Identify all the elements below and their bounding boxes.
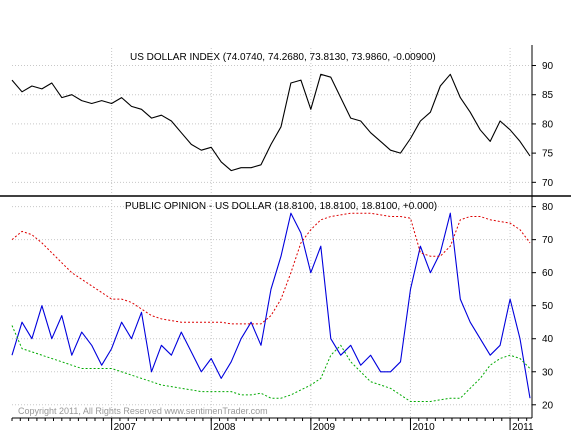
dollar-index-panel: US DOLLAR INDEX (74.0740, 74.2680, 73.81… bbox=[11, 48, 554, 194]
dollar-index-y-axis: 70 75 80 85 90 bbox=[532, 61, 554, 189]
public-opinion-y-tick-label: 80 bbox=[542, 202, 554, 213]
public-opinion-series-layer bbox=[11, 212, 531, 402]
dollar-index-title: US DOLLAR INDEX (74.0740, 74.2680, 73.81… bbox=[130, 52, 436, 63]
dollar-index-gridlines bbox=[12, 48, 532, 194]
public-opinion-panel: PUBLIC OPINION - US DOLLAR (18.8100, 18.… bbox=[11, 200, 554, 418]
dollar-index-y-tick-label: 70 bbox=[542, 178, 554, 189]
x-axis-year-label: 2007 bbox=[114, 422, 137, 433]
x-axis-year-label: 2008 bbox=[213, 422, 236, 433]
dollar-index-y-tick-label: 75 bbox=[542, 149, 554, 160]
dollar-index-series-layer bbox=[11, 73, 531, 172]
dollar-index-y-tick-label: 80 bbox=[542, 119, 554, 130]
x-axis-year-label: 2010 bbox=[412, 422, 435, 433]
public-opinion-y-tick-label: 20 bbox=[542, 400, 554, 411]
dollar-index-line bbox=[11, 73, 531, 172]
public-opinion-gridlines bbox=[12, 200, 532, 418]
public-opinion-title: PUBLIC OPINION - US DOLLAR (18.8100, 18.… bbox=[125, 201, 437, 212]
x-axis-year-label: 2009 bbox=[313, 422, 336, 433]
dollar-index-y-tick-label: 90 bbox=[542, 61, 554, 72]
public-opinion-y-tick-label: 30 bbox=[542, 367, 554, 378]
public-opinion-y-tick-label: 50 bbox=[542, 301, 554, 312]
public-opinion-line bbox=[11, 212, 531, 399]
copyright-text: Copyright 2011, All Rights Reserved www.… bbox=[18, 406, 268, 416]
lower-band-line bbox=[11, 325, 531, 402]
time-x-axis: 2007 2008 2009 2010 2011 bbox=[11, 417, 534, 433]
x-axis-year-label: 2011 bbox=[512, 422, 534, 433]
public-opinion-y-tick-label: 40 bbox=[542, 334, 554, 345]
dollar-index-y-tick-label: 85 bbox=[542, 90, 554, 101]
public-opinion-y-axis: 20 30 40 50 60 70 80 bbox=[532, 202, 554, 411]
public-opinion-y-tick-label: 60 bbox=[542, 268, 554, 279]
public-opinion-y-tick-label: 70 bbox=[542, 235, 554, 246]
